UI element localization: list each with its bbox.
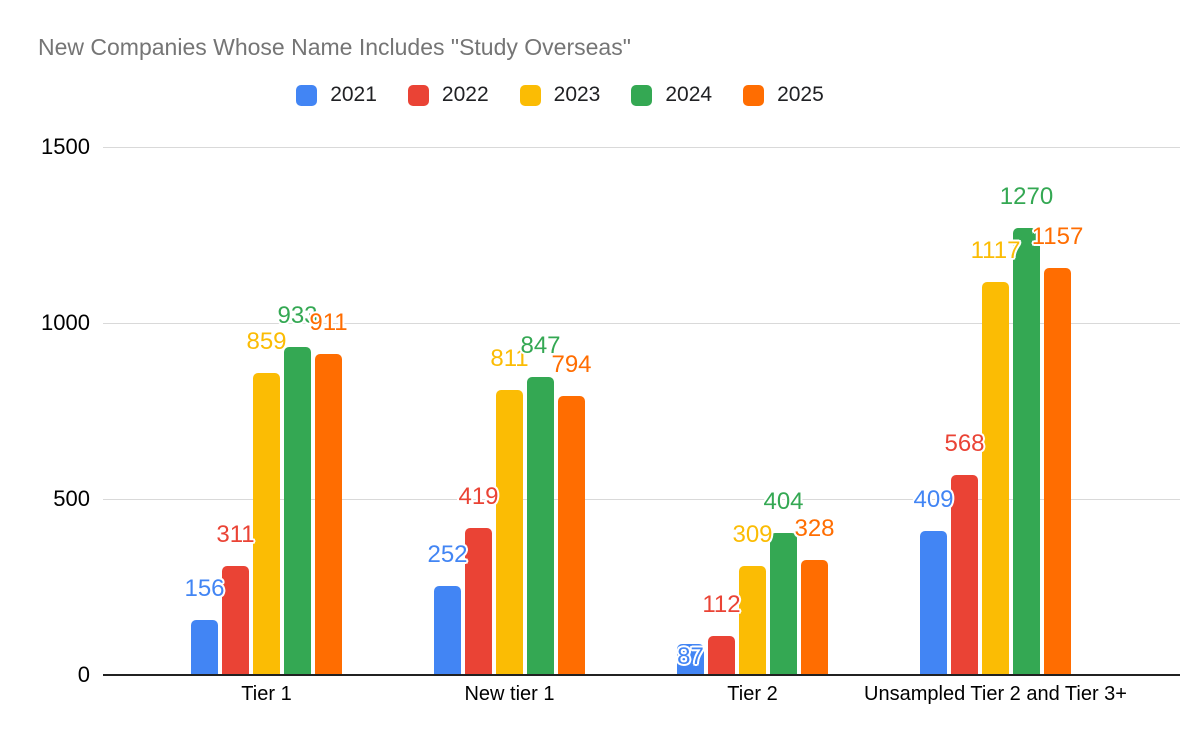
x-axis-label: Unsampled Tier 2 and Tier 3+ (864, 683, 1127, 705)
bar-2022-tier-1 (222, 565, 249, 675)
gridline (103, 498, 1180, 500)
bar-value-label: 1157 (1031, 222, 1084, 250)
bar-2025-unsampled-tier-2-and-tier-3- (1044, 267, 1071, 675)
bar-value-label: 911 (309, 309, 348, 337)
legend-label: 2022 (441, 83, 489, 106)
bar-value-label: 156 (184, 575, 225, 603)
bar-value-label: 811 (490, 344, 529, 372)
bar-2023-tier-2 (739, 566, 766, 675)
bar-2021-tier-1 (191, 620, 218, 675)
legend-item-2023: 2023 (519, 83, 601, 107)
legend-label: 2024 (665, 83, 713, 106)
x-axis-label: Tier 2 (727, 683, 778, 705)
y-axis-label: 0 (77, 662, 90, 687)
bar-2021-new-tier-1 (434, 586, 461, 675)
bar-value-label: 311 (216, 520, 255, 548)
plot-area: 156 311 859 933 911 252 419 811 847 794 87 112 309 40… (103, 146, 1180, 676)
legend-label: 2025 (777, 83, 824, 106)
bar-value-label: 112 (702, 590, 741, 618)
legend-label: 2023 (553, 83, 601, 106)
bar-value-label: 252 (427, 541, 468, 569)
legend-item-2021: 2021 (296, 83, 377, 107)
legend-label: 2021 (330, 83, 377, 106)
bar-value-label: 404 (763, 487, 804, 515)
bar-2023-unsampled-tier-2-and-tier-3- (982, 281, 1009, 675)
y-axis-label: 1000 (41, 310, 90, 335)
bar-value-label: 419 (458, 482, 499, 510)
bar-2021-tier-2 (677, 644, 704, 675)
gridline (103, 146, 1180, 148)
x-axis-label: New tier 1 (464, 683, 555, 705)
legend-swatch-icon (296, 84, 318, 106)
bar-value-label: 794 (551, 350, 592, 378)
bar-value-label: 309 (732, 521, 773, 549)
bar-value-label: 328 (794, 514, 835, 542)
x-axis-line (103, 674, 1180, 676)
bar-group: 409 568 1117 1270 1157 (913, 147, 1083, 675)
bar-value-label: 1117 (970, 236, 1021, 264)
bar-group: 252 419 811 847 794 (427, 147, 592, 675)
legend: 2021 2022 2023 2024 2025 (0, 83, 1160, 107)
bar-2023-tier-1 (253, 372, 280, 675)
bar-value-label: 859 (246, 327, 287, 355)
gridline (103, 322, 1180, 324)
legend-swatch-icon (407, 84, 429, 106)
bar-value-label: 87 (677, 643, 704, 671)
bar-value-label: 568 (944, 430, 985, 458)
bar-2024-tier-1 (284, 346, 311, 675)
legend-item-2024: 2024 (631, 83, 712, 107)
legend-swatch-icon (631, 84, 653, 106)
bar-2025-tier-1 (315, 354, 342, 675)
y-axis-label: 1500 (41, 134, 90, 159)
bar-2022-tier-2 (708, 635, 735, 675)
legend-swatch-icon (519, 84, 541, 106)
bar-2022-new-tier-1 (465, 527, 492, 675)
y-axis-label: 500 (53, 486, 90, 511)
bar-group: 156 311 859 933 911 (184, 147, 348, 675)
bar-2021-unsampled-tier-2-and-tier-3- (920, 531, 947, 675)
bar-2024-tier-2 (770, 532, 797, 675)
bar-value-label: 409 (913, 486, 954, 514)
bar-2025-tier-2 (801, 559, 828, 675)
x-axis-label: Tier 1 (241, 683, 292, 705)
bar-value-label: 1270 (999, 182, 1054, 210)
legend-item-2025: 2025 (743, 83, 824, 107)
legend-swatch-icon (743, 84, 765, 106)
bar-2025-new-tier-1 (558, 395, 585, 675)
bar-2024-new-tier-1 (527, 376, 554, 675)
bar-2022-unsampled-tier-2-and-tier-3- (951, 475, 978, 675)
bar-2023-new-tier-1 (496, 389, 523, 675)
legend-item-2022: 2022 (407, 83, 489, 107)
chart-title: New Companies Whose Name Includes "Study… (38, 34, 631, 60)
bar-group: 87 112 309 404 328 (677, 147, 835, 675)
bar-value-label: 933 (277, 301, 318, 329)
bar-value-label: 847 (520, 331, 561, 359)
bar-2024-unsampled-tier-2-and-tier-3- (1013, 227, 1040, 675)
